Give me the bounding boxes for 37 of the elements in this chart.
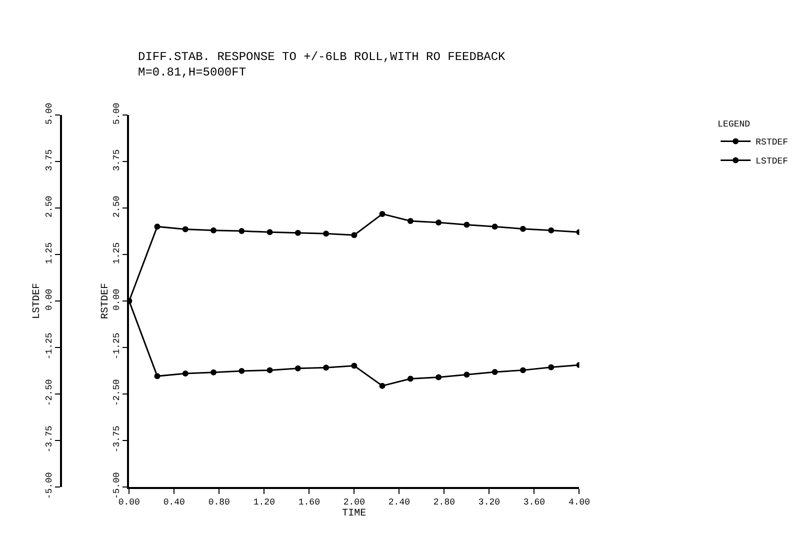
x-tick-label: 1.20: [253, 498, 275, 508]
legend-label: LSTDEF: [756, 156, 788, 167]
y-axis-title: LSTDEF: [32, 282, 44, 320]
y-tick-label: 2.50: [44, 196, 55, 218]
x-tick-label: 3.60: [523, 498, 546, 508]
y-tick-label: 1.25: [44, 242, 55, 264]
y-tick-label: 5.00: [44, 102, 55, 124]
x-tick-label: 2.80: [433, 498, 456, 508]
y-tick-label: -5.00: [44, 472, 55, 500]
x-tick-label: 2.40: [388, 498, 410, 508]
x-tick-label: 0.00: [118, 498, 140, 508]
chart-subtitle: M=0.81,H=5000FT: [138, 66, 246, 80]
y2-tick-label: -5.00: [112, 472, 122, 500]
x-tick-label: 4.00: [568, 498, 590, 508]
y-tick-label: 3.75: [44, 149, 55, 171]
y-tick-label: -1.25: [44, 332, 55, 360]
x-axis-title: TIME: [342, 508, 366, 520]
legend-label: RSTDEF: [756, 138, 788, 148]
y2-tick-label: 3.75: [112, 149, 122, 171]
y-tick-label: -3.75: [44, 426, 55, 453]
x-tick-label: 0.80: [208, 498, 230, 508]
chart-title: DIFF.STAB. RESPONSE TO +/-6LB ROLL,WITH RO FEEDBACK: [138, 50, 506, 64]
y2-tick-label: -3.75: [112, 426, 122, 453]
y-tick-label: 0.00: [44, 288, 55, 310]
y2-tick-label: 0.00: [112, 288, 122, 310]
y2-tick-label: -2.50: [112, 379, 122, 406]
x-tick-label: 0.40: [163, 498, 185, 508]
y2-tick-label: 5.00: [112, 102, 122, 124]
y-tick-label: -2.50: [44, 379, 55, 406]
x-tick-label: 1.60: [298, 498, 320, 508]
x-tick-label: 2.00: [343, 498, 365, 508]
y2-tick-label: 2.50: [112, 196, 122, 218]
y2-tick-label: 1.25: [112, 242, 122, 264]
legend-title: LEGEND: [718, 120, 750, 130]
y2-tick-label: -1.25: [112, 332, 122, 360]
y2-axis-title: RSTDEF: [100, 282, 112, 320]
x-tick-label: 3.20: [478, 498, 500, 508]
